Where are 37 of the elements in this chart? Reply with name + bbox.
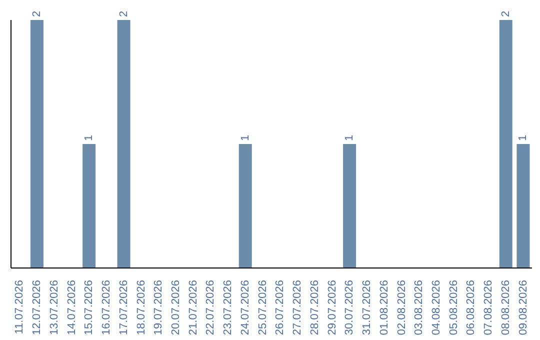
data-label: 1 — [517, 134, 530, 141]
x-tick-label: 06.08.2026 — [465, 280, 478, 336]
data-label: 2 — [500, 10, 512, 17]
data-label: 2 — [30, 10, 43, 17]
x-tick-label: 13.07.2026 — [48, 280, 60, 336]
data-label: 1 — [239, 134, 252, 141]
x-tick-label: 22.07.2026 — [204, 280, 217, 336]
x-tick-label: 03.08.2026 — [413, 280, 426, 336]
x-tick-label: 01.08.2026 — [378, 280, 390, 336]
x-tick-label: 29.07.2026 — [326, 280, 338, 336]
x-tick-label: 05.08.2026 — [448, 280, 460, 336]
x-tick-label: 23.07.2026 — [222, 280, 234, 336]
x-tick-label: 28.07.2026 — [308, 280, 321, 336]
x-tick-label: 25.07.2026 — [256, 280, 269, 336]
x-tick-label: 07.08.2026 — [482, 280, 495, 336]
x-tick-label: 09.08.2026 — [517, 280, 530, 336]
data-label: 1 — [344, 134, 356, 141]
x-tick-label: 20.07.2026 — [170, 280, 182, 336]
x-tick-label: 31.07.2026 — [361, 280, 374, 336]
x-tick-label: 26.07.2026 — [274, 280, 286, 336]
data-label: 1 — [83, 134, 96, 141]
x-tick-label: 12.07.2026 — [31, 280, 44, 336]
data-label: 2 — [118, 10, 130, 17]
x-tick-label: 11.07.2026 — [14, 280, 26, 334]
x-tick-label: 17.07.2026 — [118, 280, 130, 336]
x-tick-label: 15.07.2026 — [83, 280, 96, 336]
x-tick-label: 14.07.2026 — [66, 280, 78, 336]
x-tick-label: 27.07.2026 — [292, 280, 304, 336]
x-tick-label: 19.07.2026 — [152, 280, 165, 336]
x-tick-label: 21.07.2026 — [187, 280, 200, 336]
x-tick-label: 18.07.2026 — [135, 280, 148, 336]
x-tick-label: 04.08.2026 — [430, 280, 442, 336]
x-tick-label: 08.08.2026 — [500, 280, 512, 336]
x-tick-label: 30.07.2026 — [344, 280, 356, 336]
x-tick-label: 16.07.2026 — [100, 280, 113, 336]
x-tick-label: 24.07.2026 — [239, 280, 252, 336]
x-tick-label: 02.08.2026 — [396, 280, 408, 336]
